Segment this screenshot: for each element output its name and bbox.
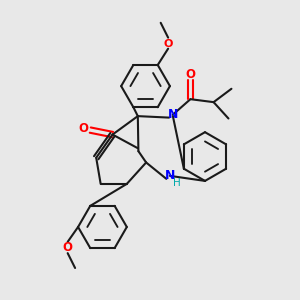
Text: O: O	[78, 122, 88, 135]
Text: O: O	[63, 241, 73, 254]
Text: N: N	[165, 169, 175, 182]
Text: O: O	[185, 68, 195, 81]
Text: N: N	[168, 108, 178, 121]
Text: H: H	[173, 178, 181, 188]
Text: O: O	[164, 39, 173, 49]
